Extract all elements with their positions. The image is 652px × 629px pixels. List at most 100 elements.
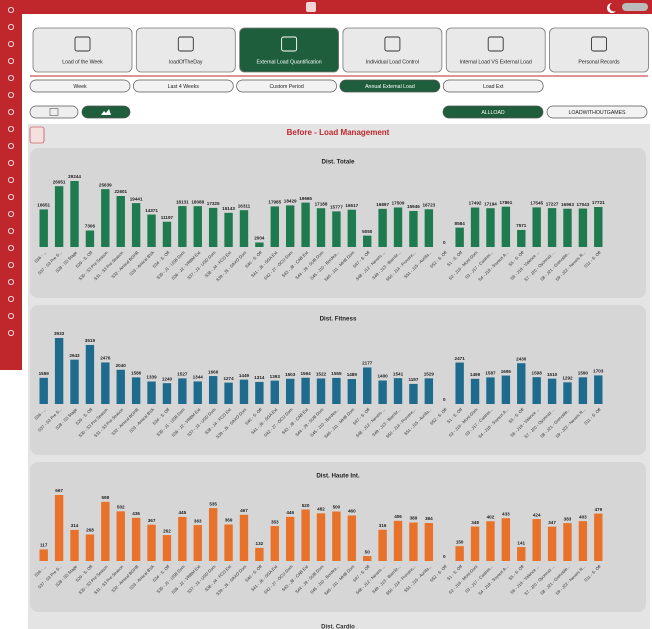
- sidebar-icon[interactable]: [7, 126, 14, 133]
- sidebar-icon[interactable]: [7, 75, 14, 82]
- value-label: 2471: [455, 356, 466, 361]
- value-label: 1274: [223, 376, 234, 381]
- bar: [285, 378, 295, 404]
- bar: [594, 207, 603, 247]
- period-button[interactable]: [339, 79, 441, 93]
- sidebar-icon[interactable]: [7, 227, 14, 234]
- bar: [54, 495, 64, 561]
- bar: [70, 181, 79, 247]
- nav-icon: [487, 36, 504, 52]
- chart-title: Dist. Totale: [322, 159, 355, 166]
- sidebar-icon[interactable]: [7, 261, 14, 268]
- value-label: 445: [179, 510, 187, 515]
- sidebar-icon[interactable]: [7, 23, 14, 30]
- bar: [208, 207, 218, 247]
- filter-label: ALLLOAD: [481, 110, 505, 116]
- bar: [532, 207, 541, 247]
- value-label: 18429: [284, 199, 297, 204]
- bar: [393, 520, 403, 561]
- filter-button[interactable]: [442, 105, 544, 119]
- value-label: 0: [443, 240, 446, 245]
- value-label: 16897: [376, 202, 389, 207]
- bar: [301, 509, 310, 561]
- value-label: 7571: [516, 223, 527, 228]
- sidebar-icon[interactable]: [7, 58, 14, 65]
- bar: [517, 363, 526, 404]
- value-label: 1695: [501, 369, 512, 374]
- sidebar-icon[interactable]: [7, 176, 14, 183]
- bar: [147, 524, 156, 561]
- value-label: 17325: [207, 201, 220, 206]
- sidebar-icon[interactable]: [7, 244, 14, 251]
- sidebar-icon[interactable]: [7, 7, 14, 13]
- nav-card[interactable]: [549, 27, 649, 73]
- bar: [532, 377, 541, 404]
- value-label: 268: [86, 528, 94, 533]
- bar: [85, 230, 95, 247]
- value-label: 15143: [222, 206, 235, 211]
- nav-card[interactable]: [32, 27, 133, 73]
- sidebar-icon[interactable]: [7, 142, 14, 149]
- sidebar-icon[interactable]: [7, 329, 14, 336]
- bar: [424, 378, 434, 404]
- bar: [363, 235, 372, 247]
- sidebar-icon[interactable]: [7, 109, 14, 116]
- user-button[interactable]: [622, 3, 648, 11]
- value-label: 1339: [146, 375, 157, 380]
- value-label: 502: [117, 505, 125, 510]
- value-label: 436: [132, 511, 140, 516]
- theme-toggle[interactable]: [607, 3, 616, 14]
- value-label: 2040: [116, 363, 127, 368]
- period-label: Custom Period: [269, 84, 303, 90]
- filter-button[interactable]: [546, 105, 648, 119]
- value-label: 17188: [315, 201, 328, 206]
- sidebar-icon[interactable]: [7, 312, 14, 319]
- value-label: 1666: [208, 369, 219, 374]
- nav-icon: [281, 36, 298, 52]
- bar: [255, 547, 264, 561]
- sidebar-icon[interactable]: [7, 210, 14, 217]
- period-button[interactable]: [29, 79, 131, 93]
- value-label: 150: [456, 539, 464, 544]
- value-label: 3933: [54, 331, 65, 336]
- bar: [147, 381, 156, 404]
- bar: [239, 514, 249, 561]
- bar: [424, 209, 434, 247]
- bar: [39, 209, 48, 247]
- sidebar-icon[interactable]: [7, 193, 14, 200]
- value-label: 1499: [470, 372, 481, 377]
- value-label: 17985: [268, 200, 281, 205]
- sidebar-icon[interactable]: [7, 41, 14, 48]
- nav-icon: [384, 36, 401, 52]
- nav-card[interactable]: [135, 27, 236, 73]
- value-label: 262: [163, 528, 171, 533]
- bar: [409, 211, 418, 247]
- bar: [116, 511, 125, 561]
- sidebar-icon[interactable]: [7, 92, 14, 99]
- sidebar-icon[interactable]: [7, 295, 14, 302]
- value-label: 11197: [161, 215, 174, 220]
- period-button[interactable]: [236, 79, 337, 93]
- value-label: 132: [256, 541, 264, 546]
- bar: [85, 344, 95, 404]
- value-label: 1292: [562, 376, 573, 381]
- nav-card[interactable]: [239, 27, 340, 73]
- bar: [162, 221, 172, 247]
- sidebar-icon[interactable]: [7, 278, 14, 285]
- view-table[interactable]: [29, 105, 79, 119]
- bar: [563, 382, 572, 404]
- view-chart[interactable]: [81, 105, 131, 119]
- value-label: 2430: [516, 356, 527, 361]
- period-button[interactable]: [132, 79, 234, 93]
- filter-label: LOADWITHOUTGAMES: [568, 110, 626, 116]
- nav-icon: [591, 36, 607, 52]
- bar: [517, 547, 526, 561]
- nav-card[interactable]: [342, 27, 443, 73]
- nav-card[interactable]: [445, 27, 546, 73]
- bar: [455, 227, 464, 247]
- value-label: 16651: [37, 203, 50, 208]
- period-button[interactable]: [442, 79, 544, 93]
- sidebar-icon[interactable]: [7, 159, 14, 166]
- bar: [332, 377, 341, 404]
